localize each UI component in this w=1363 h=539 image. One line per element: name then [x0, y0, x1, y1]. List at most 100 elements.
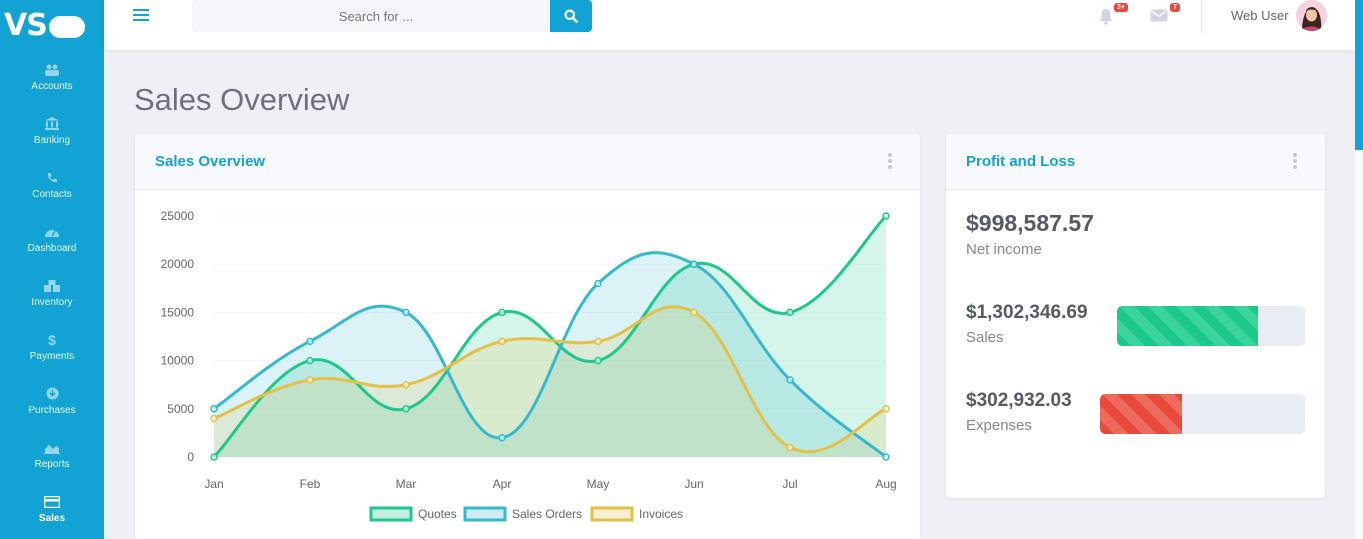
- data-point: [594, 337, 602, 346]
- profit-and-loss-card: Profit and Loss $998,587.57 Net income $…: [946, 134, 1325, 498]
- data-point: [306, 337, 314, 346]
- brand-logo[interactable]: VS: [0, 0, 104, 50]
- page-scrollbar-thumb[interactable]: [1355, 0, 1363, 150]
- page-title: Sales Overview: [134, 82, 350, 117]
- data-point: [210, 405, 218, 413]
- sidebar-item-label: Purchases: [28, 404, 76, 416]
- data-point: [402, 308, 410, 317]
- user-avatar-icon: [1296, 0, 1327, 31]
- series-area-2: [214, 306, 886, 457]
- y-tick-label: 15000: [161, 305, 195, 319]
- card-title: Sales Overview: [155, 153, 266, 170]
- y-tick-label: 0: [187, 450, 194, 464]
- svg-text:$: $: [48, 333, 56, 347]
- messages-button[interactable]: 7: [1150, 3, 1180, 28]
- credit-card-icon: [44, 495, 60, 509]
- sidebar-item-label: Accounts: [31, 80, 73, 92]
- phone-icon: [44, 171, 60, 185]
- sidebar-item-label: Dashboard: [27, 242, 77, 254]
- data-point: [786, 308, 794, 317]
- notifications-button[interactable]: 3+: [1098, 3, 1128, 28]
- x-tick-label: Apr: [493, 477, 512, 491]
- data-point: [690, 308, 698, 317]
- messages-badge: 7: [1170, 3, 1180, 12]
- cloud-icon: [48, 16, 85, 38]
- y-tick-label: 5000: [167, 402, 194, 416]
- data-point: [498, 308, 506, 317]
- search-form: [192, 0, 592, 32]
- gauge-icon: [44, 225, 60, 239]
- envelope-icon: [1150, 9, 1168, 22]
- y-tick-label: 25000: [161, 209, 195, 223]
- topbar-divider: [1201, 0, 1202, 34]
- x-tick-label: May: [587, 477, 610, 491]
- data-point: [498, 337, 506, 346]
- search-button[interactable]: [550, 0, 592, 32]
- topbar: 3+ 7 Web User: [104, 0, 1355, 50]
- more-options-icon[interactable]: [888, 153, 892, 169]
- x-tick-label: Jan: [204, 477, 223, 491]
- data-point: [786, 376, 794, 384]
- bell-icon: [1099, 9, 1113, 25]
- expenses-label: Expenses: [966, 417, 1032, 434]
- legend-swatch: [369, 506, 413, 522]
- x-tick-label: Aug: [875, 477, 896, 491]
- card-header: Profit and Loss: [946, 134, 1325, 190]
- sidebar-item-payments[interactable]: $ Payments: [0, 320, 104, 374]
- data-point: [402, 380, 410, 389]
- sidebar-item-purchases[interactable]: Purchases: [0, 374, 104, 428]
- data-point: [594, 356, 602, 365]
- sales-label: Sales: [966, 329, 1004, 346]
- search-icon: [564, 9, 578, 23]
- x-tick-label: Feb: [300, 477, 321, 491]
- data-point: [210, 453, 218, 461]
- sidebar-item-inventory[interactable]: Inventory: [0, 266, 104, 320]
- sidebar-item-banking[interactable]: Banking: [0, 104, 104, 158]
- data-point: [306, 376, 314, 384]
- menu-toggle-icon[interactable]: [133, 9, 149, 23]
- x-tick-label: Jul: [782, 477, 797, 491]
- search-input[interactable]: [192, 0, 550, 32]
- page-scrollbar[interactable]: [1355, 0, 1363, 539]
- data-point: [306, 356, 314, 365]
- sidebar-item-label: Inventory: [31, 296, 73, 308]
- data-point: [882, 212, 890, 220]
- x-tick-label: Jun: [684, 477, 703, 491]
- notifications-badge: 3+: [1114, 3, 1128, 12]
- sidebar-item-accounts[interactable]: Accounts: [0, 50, 104, 104]
- data-point: [210, 414, 218, 423]
- sidebar-item-label: Reports: [34, 458, 70, 470]
- users-icon: [44, 63, 60, 77]
- net-income-value: $998,587.57: [966, 210, 1094, 236]
- sidebar: VS Accounts Banking Contacts Dashboard Inven…: [0, 0, 104, 539]
- more-options-icon[interactable]: [1293, 153, 1297, 169]
- avatar[interactable]: [1296, 0, 1327, 31]
- sidebar-item-dashboard[interactable]: Dashboard: [0, 212, 104, 266]
- y-tick-label: 20000: [161, 257, 195, 271]
- series-line-2: [213, 305, 887, 454]
- data-point: [786, 443, 794, 452]
- legend-label: Quotes: [418, 507, 457, 521]
- sidebar-item-label: Banking: [33, 134, 71, 146]
- series-line-0: [212, 214, 888, 459]
- logo-text: VS: [4, 7, 48, 43]
- data-point: [402, 405, 410, 413]
- data-point: [882, 405, 890, 413]
- sidebar-item-label: Contacts: [32, 188, 72, 200]
- x-tick-label: Mar: [396, 477, 417, 491]
- card-header: Sales Overview: [135, 134, 920, 190]
- sidebar-item-reports[interactable]: Reports: [0, 428, 104, 482]
- data-point: [498, 433, 506, 442]
- download-icon: [44, 387, 60, 401]
- legend-label: Sales Orders: [512, 507, 582, 521]
- sales-progress-fill: [1117, 306, 1258, 346]
- sidebar-item-contacts[interactable]: Contacts: [0, 158, 104, 212]
- data-point: [690, 260, 698, 268]
- sales-value: $1,302,346.69: [966, 302, 1088, 323]
- dollar-icon: $: [44, 333, 60, 347]
- sales-progress-bar: [1117, 306, 1305, 346]
- sales-overview-card: Sales Overview 0 5000 10000 15000 20000 25000…: [135, 134, 920, 539]
- sidebar-item-sales[interactable]: Sales: [0, 482, 104, 536]
- user-name[interactable]: Web User: [1231, 8, 1289, 23]
- chart-area-icon: [44, 441, 60, 455]
